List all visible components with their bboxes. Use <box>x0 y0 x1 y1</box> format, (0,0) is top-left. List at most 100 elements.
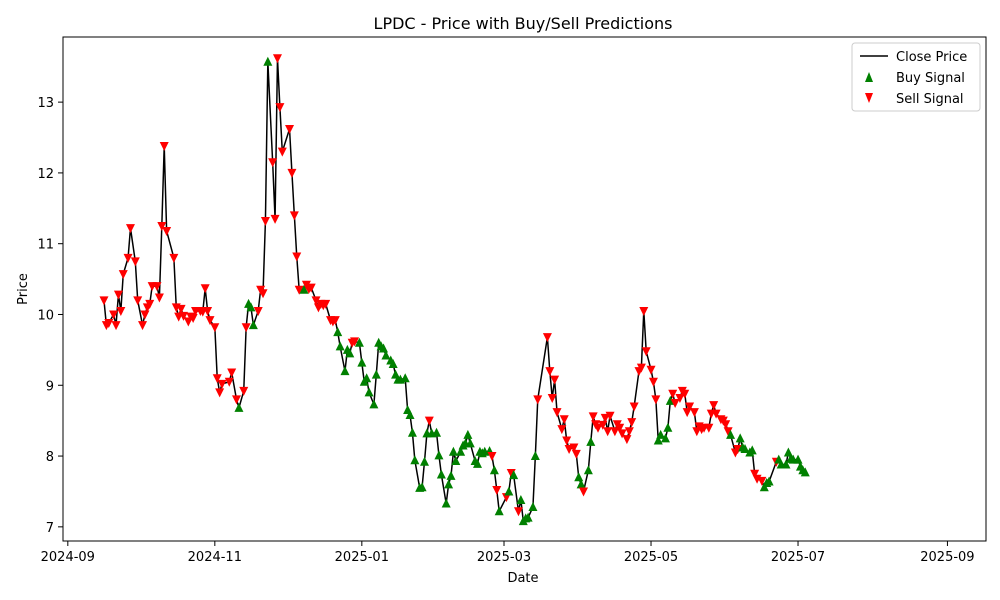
y-tick-label: 8 <box>46 450 54 465</box>
buy-signal-marker <box>263 56 273 66</box>
x-tick-label: 2025-09 <box>920 550 974 565</box>
sell-signal-marker <box>123 253 133 263</box>
plot-area <box>62 36 987 542</box>
buy-signal-marker <box>574 472 584 482</box>
sell-signal-marker <box>260 217 270 227</box>
sell-signal-marker <box>670 398 680 408</box>
sell-signal-marker <box>668 389 678 399</box>
sell-signal-marker <box>224 377 234 387</box>
x-tick-label: 2024-09 <box>41 550 95 565</box>
buy-signal-marker <box>528 502 538 512</box>
buy-signal-marker <box>740 443 750 453</box>
sell-signal-marker <box>311 296 321 306</box>
buy-signal-marker <box>388 359 398 369</box>
y-tick-label: 10 <box>37 308 54 323</box>
buy-signal-marker <box>379 343 389 353</box>
legend-close-label: Close Price <box>896 50 967 65</box>
sell-signal-marker <box>685 402 695 412</box>
buy-signal-marker <box>410 455 420 465</box>
sell-signal-marker <box>559 415 569 425</box>
sell-signal-marker <box>545 367 555 377</box>
buy-signal-marker <box>444 479 454 489</box>
buy-signal-marker <box>417 482 427 492</box>
y-axis-label: Price <box>16 273 31 305</box>
buy-signal-marker <box>400 373 410 383</box>
sell-signal-marker <box>533 395 543 405</box>
buy-signal-marker <box>583 465 593 475</box>
sell-signal-marker <box>306 283 316 293</box>
sell-signal-marker <box>239 386 249 396</box>
sell-signal-marker <box>629 402 639 412</box>
sell-signal-marker <box>159 142 169 152</box>
sell-signal-marker <box>292 252 302 262</box>
sell-signal-marker <box>178 311 188 321</box>
buy-signal-marker <box>340 366 350 376</box>
buy-signal-marker <box>726 429 736 439</box>
sell-signal-marker <box>330 316 340 326</box>
sell-signal-marker <box>289 211 299 221</box>
sell-signal-marker <box>232 395 242 405</box>
sell-signal-marker <box>622 435 632 445</box>
sell-signal-marker <box>562 436 572 446</box>
sell-signal-marker <box>116 306 126 316</box>
buy-signal-marker <box>371 369 381 379</box>
sell-signal-marker <box>689 408 699 418</box>
sell-signal-marker <box>624 427 634 437</box>
sell-signal-marker <box>704 423 714 433</box>
buy-signal-marker <box>504 486 514 496</box>
sell-signal-marker <box>648 377 658 387</box>
sell-signal-marker <box>487 452 497 462</box>
sell-signal-marker <box>709 401 719 411</box>
sell-signal-marker <box>492 486 502 496</box>
sell-signal-marker <box>651 395 661 405</box>
buy-signal-marker <box>456 446 466 456</box>
legend: Close Price Buy Signal Sell Signal <box>851 42 981 112</box>
buy-signal-marker <box>345 348 355 358</box>
sell-signal-marker <box>721 420 731 430</box>
y-tick-label: 7 <box>46 521 54 536</box>
buy-signal-marker <box>446 470 456 480</box>
buy-signal-marker <box>523 512 533 522</box>
buy-signal-marker <box>441 498 451 508</box>
sell-signal-marker <box>145 299 155 309</box>
buy-signal-marker <box>407 427 417 437</box>
sell-signal-marker <box>550 375 560 385</box>
buy-signal-marker <box>463 429 473 439</box>
sell-signal-marker <box>598 420 608 430</box>
sell-signal-marker <box>627 418 637 428</box>
buy-signal-marker <box>451 456 461 466</box>
sell-signal-marker <box>641 347 651 357</box>
buy-signal-marker <box>335 341 345 351</box>
sell-signal-marker <box>152 282 162 292</box>
sell-signal-marker <box>569 443 579 453</box>
sell-signal-marker <box>277 147 287 157</box>
sell-signal-marker <box>639 306 649 316</box>
y-axis: 7 8 9 10 11 12 13 <box>37 96 63 536</box>
buy-signal-marker <box>800 467 810 477</box>
legend-buy-swatch <box>865 72 873 82</box>
legend-sell-swatch <box>865 93 873 103</box>
sell-signal-marker <box>130 257 140 267</box>
x-axis-label: Date <box>507 571 538 586</box>
buy-signal-marker <box>663 422 673 432</box>
sell-signal-marker <box>723 427 733 437</box>
sell-signal-marker <box>287 168 297 178</box>
buy-signal-marker <box>586 436 596 446</box>
x-tick-label: 2025-01 <box>335 550 389 565</box>
buy-signal-marker <box>354 337 364 347</box>
sell-signal-marker <box>615 423 625 433</box>
buy-signal-marker <box>653 435 663 445</box>
sell-signal-marker <box>294 285 304 295</box>
sell-signal-marker <box>125 224 135 234</box>
sell-signal-marker <box>210 323 220 333</box>
sell-signal-marker <box>750 469 760 479</box>
buy-signal-marker <box>465 438 475 448</box>
sell-signal-marker <box>275 103 285 113</box>
buy-signal-marker <box>494 506 504 516</box>
sell-signal-marker <box>188 314 198 324</box>
buy-signal-marker <box>419 456 429 466</box>
buy-signal-marker <box>764 476 774 486</box>
y-tick-label: 11 <box>37 238 54 253</box>
buy-signal-marker <box>781 459 791 469</box>
sell-signal-marker <box>593 423 603 433</box>
